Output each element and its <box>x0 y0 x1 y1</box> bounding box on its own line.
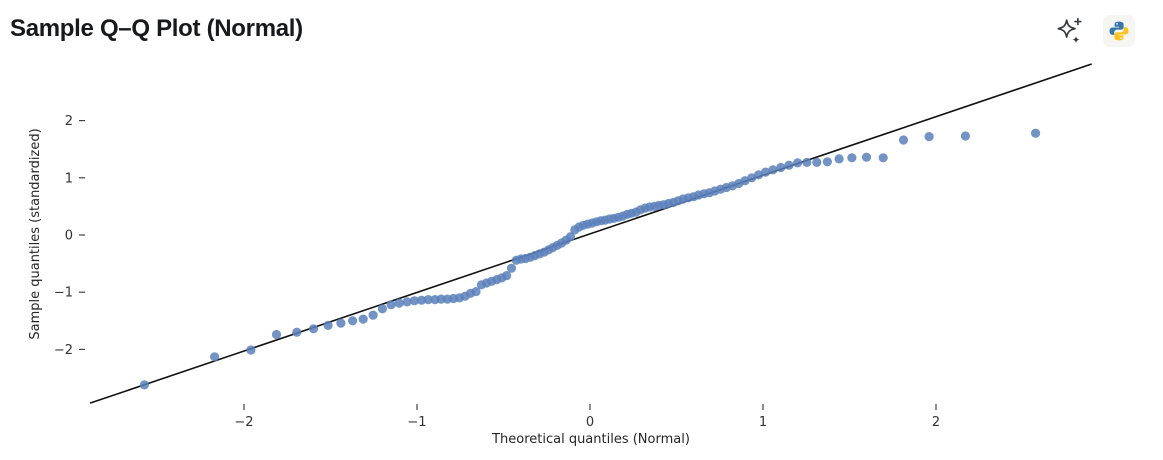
data-point <box>784 160 794 170</box>
data-point <box>368 310 378 320</box>
x-tick-label: 0 <box>586 415 594 430</box>
data-point <box>812 157 822 167</box>
data-point <box>246 345 256 355</box>
data-point <box>960 131 971 141</box>
x-tick-label: −2 <box>234 415 253 430</box>
ai-sparkle-icon <box>1057 17 1082 44</box>
y-tick-label: 0 <box>65 229 73 244</box>
python-logo-icon <box>1109 21 1129 41</box>
data-point <box>139 380 149 390</box>
header-actions <box>1053 15 1135 47</box>
data-point <box>1031 128 1041 138</box>
data-point <box>793 158 803 168</box>
data-point <box>394 298 404 308</box>
data-point <box>753 170 764 180</box>
data-point <box>768 165 778 175</box>
data-point <box>292 327 302 337</box>
data-point <box>348 316 358 326</box>
data-point <box>271 329 282 340</box>
data-point <box>210 352 220 362</box>
reference-line <box>89 63 1092 404</box>
data-point <box>358 314 368 324</box>
y-tick-label: 2 <box>65 114 73 129</box>
x-axis-label: Theoretical quantiles (Normal) <box>491 432 690 447</box>
data-point <box>423 295 433 305</box>
x-tick-label: 2 <box>932 415 940 430</box>
data-point <box>323 320 333 330</box>
data-point <box>502 271 512 281</box>
data-point <box>336 318 346 328</box>
data-point <box>898 135 909 145</box>
data-point <box>847 153 857 163</box>
data-point <box>386 300 396 310</box>
y-tick-label: 1 <box>65 171 73 186</box>
data-point <box>565 232 576 242</box>
data-point <box>834 154 844 164</box>
page-title: Sample Q–Q Plot (Normal) <box>10 15 303 42</box>
y-axis-label: Sample quantiles (standardized) <box>28 128 43 339</box>
x-tick-label: −1 <box>407 415 426 430</box>
ai-sparkle-button[interactable] <box>1053 15 1085 47</box>
data-point <box>822 157 833 167</box>
data-point <box>878 153 888 163</box>
data-point <box>409 296 419 306</box>
data-point <box>506 263 517 273</box>
data-point <box>776 162 786 173</box>
data-point <box>802 157 812 167</box>
data-point <box>471 287 481 297</box>
python-kernel-button[interactable] <box>1103 15 1135 47</box>
data-point <box>761 167 771 177</box>
header: Sample Q–Q Plot (Normal) <box>0 0 1163 62</box>
data-point <box>308 324 319 334</box>
y-tick-label: −2 <box>54 343 73 358</box>
x-tick-label: 1 <box>759 415 767 430</box>
data-point <box>416 295 427 305</box>
data-point <box>861 152 872 162</box>
data-point <box>924 132 934 142</box>
data-point <box>402 297 412 307</box>
data-point <box>377 304 387 314</box>
y-tick-label: −1 <box>54 286 73 301</box>
